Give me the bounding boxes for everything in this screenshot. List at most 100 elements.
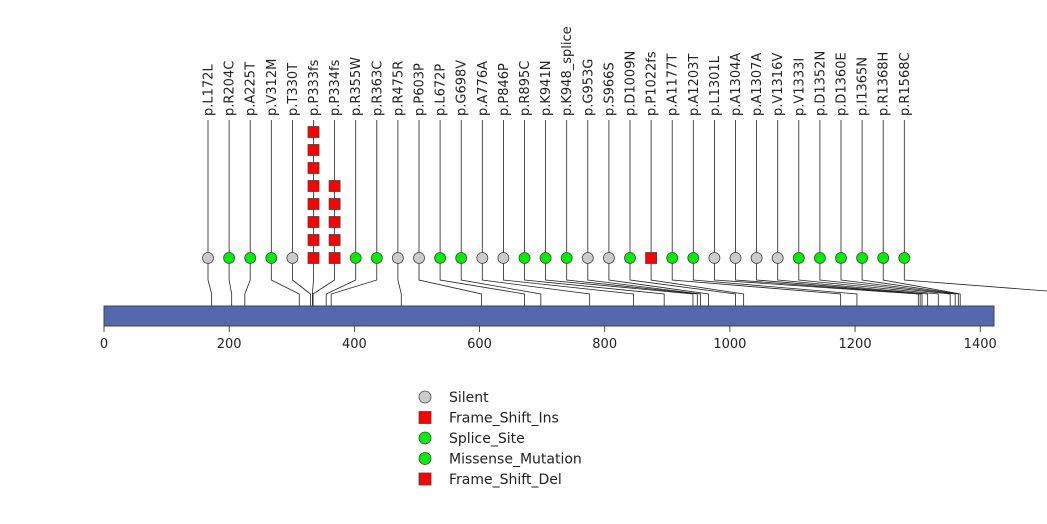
mutation-label: p.L172L (202, 64, 217, 116)
mutation-label: p.A225T (244, 62, 259, 116)
mutation-label: p.P846P (497, 63, 512, 116)
silent-marker (391, 252, 404, 264)
mutation-connector (502, 120, 634, 306)
mutation-label: p.D1360E (835, 52, 850, 116)
x-tick-label: 1000 (713, 337, 746, 352)
mutation-label: p.S966S (602, 62, 617, 116)
mutation-label: p.G953G (581, 59, 596, 116)
frameshift-marker (328, 216, 341, 228)
legend-label: Frame_Shift_Del (449, 472, 562, 488)
missense-marker (518, 252, 531, 264)
mutation-label: p.R475R (391, 61, 406, 116)
mutation-connector (228, 120, 233, 306)
mutation-label: p.A1203T (687, 54, 702, 116)
mutation-connector (270, 120, 300, 306)
frameshift-marker (307, 198, 320, 210)
missense-marker (687, 252, 700, 264)
mutation-label: p.R895C (518, 61, 533, 116)
x-tick-label: 1400 (964, 337, 997, 352)
protein-bar (103, 305, 995, 327)
mutation-label: p.P333fs (307, 59, 322, 116)
legend-square-icon (418, 411, 432, 424)
mutation-label: p.A1307A (750, 53, 765, 116)
x-tick-label: 200 (217, 337, 242, 352)
frameshift-marker (328, 252, 341, 264)
mutation-connector (244, 120, 251, 306)
mutation-label: p.R355W (349, 57, 364, 116)
mutation-connector (819, 120, 951, 306)
mutation-connector (903, 120, 1047, 292)
mutation-connector (861, 120, 959, 306)
missense-marker (265, 252, 278, 264)
mutation-connector (460, 120, 542, 306)
mutation-label: p.D1009N (624, 51, 639, 116)
legend-label: Missense_Mutation (449, 452, 582, 468)
mutation-label: p.A1177T (666, 54, 681, 116)
mutation-label: p.R1368H (877, 52, 892, 116)
mutation-label: p.P603P (413, 63, 428, 116)
mutation-label: p.R363C (370, 61, 385, 116)
silent-marker (771, 252, 784, 264)
mutation-connector (291, 120, 311, 306)
x-tick-label: 400 (342, 337, 367, 352)
silent-marker (497, 252, 510, 264)
missense-marker (223, 252, 236, 264)
frameshift-marker (307, 144, 320, 156)
mutation-connector (207, 120, 213, 306)
mutation-connector (330, 120, 378, 306)
mutation-label: p.V1316V (771, 53, 786, 116)
frameshift-marker (307, 216, 320, 228)
mutation-connector (882, 120, 961, 306)
silent-marker (750, 252, 763, 264)
mutation-connector (650, 120, 745, 306)
missense-marker (349, 252, 362, 264)
mutation-connector (608, 120, 709, 306)
missense-marker (814, 252, 826, 264)
mutation-label: p.A1304A (729, 53, 744, 116)
silent-marker (286, 252, 299, 264)
missense-marker (898, 252, 911, 264)
legend-label: Frame_Shift_Ins (449, 411, 559, 427)
mutation-connector (714, 120, 919, 306)
silent-marker (729, 252, 742, 264)
missense-marker (539, 252, 552, 264)
mutation-connector (524, 120, 665, 306)
mutation-label: p.K941N (539, 61, 554, 116)
missense-marker (624, 252, 636, 264)
missense-marker (434, 252, 447, 264)
mutation-connector (756, 120, 923, 306)
mutation-connector (798, 120, 939, 306)
frameshift-marker (328, 198, 341, 210)
missense-marker (244, 252, 257, 264)
silent-marker (708, 252, 721, 264)
frameshift-marker (307, 126, 320, 138)
silent-marker (202, 252, 214, 264)
mutation-connector (735, 120, 921, 306)
missense-marker (666, 252, 679, 264)
silent-marker (476, 252, 489, 264)
legend-label: Splice_Site (449, 431, 525, 447)
x-tick-label: 800 (592, 337, 617, 352)
mutation-connector (629, 120, 736, 306)
mutation-connector (418, 120, 482, 306)
frameshift-marker (307, 180, 320, 192)
mutation-connector (840, 120, 956, 306)
silent-marker (581, 252, 594, 264)
mutation-label: p.P1022fs (645, 51, 660, 116)
mutation-label: p.L1301L (708, 55, 723, 116)
mutation-connector (397, 120, 402, 306)
mutation-label: p.L672P (434, 64, 449, 116)
connector-lines (207, 120, 1047, 306)
legend-circle-icon (418, 390, 432, 404)
mutation-label: p.K948_splice (560, 26, 575, 116)
x-axis: 0 200 400 600 800 1000 1200 1400 (100, 326, 997, 352)
frameshift-marker (307, 252, 320, 264)
mutation-connector (439, 120, 525, 306)
x-tick-label: 600 (467, 337, 492, 352)
mutation-labels: p.L172L p.R204C p.A225T p.V312M p.T330T p.P33… (202, 26, 913, 116)
mutation-connector (545, 120, 694, 306)
mutation-label: p.D1352N (813, 51, 828, 116)
missense-marker (835, 252, 847, 264)
x-tick-label: 0 (100, 337, 108, 352)
